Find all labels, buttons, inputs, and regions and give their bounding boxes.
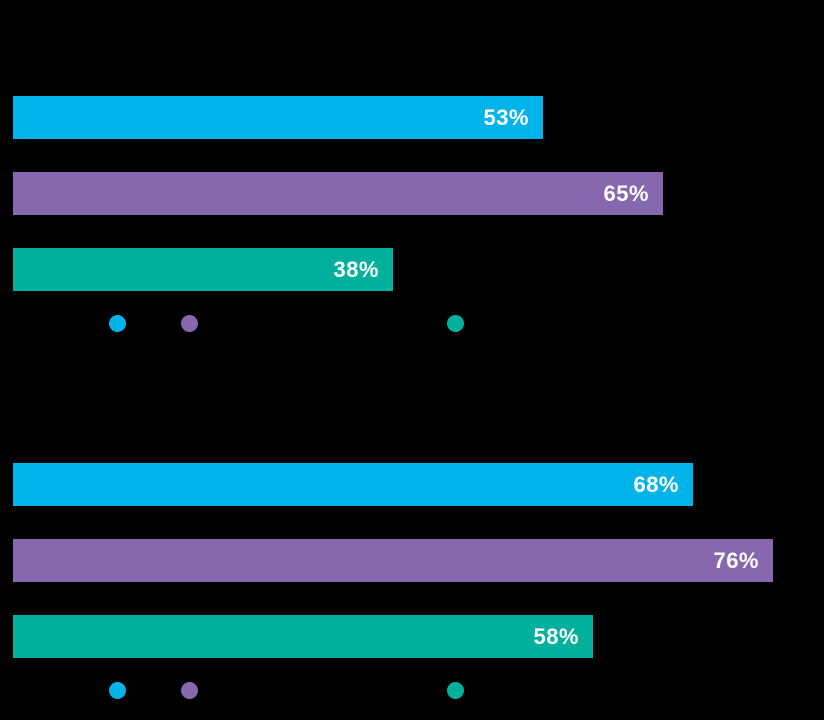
bar-value-label: 68% bbox=[633, 471, 679, 497]
legend-top bbox=[0, 315, 824, 332]
bar-value-label: 53% bbox=[483, 104, 529, 130]
bar-value-label: 38% bbox=[333, 256, 379, 282]
bar-area-bottom: 68% 76% 58% bbox=[13, 463, 773, 691]
bar-row-teal: 38% bbox=[13, 248, 663, 291]
bar-row-cyan: 53% bbox=[13, 96, 663, 139]
legend-dot-teal bbox=[447, 315, 464, 332]
bar-purple: 65% bbox=[13, 172, 663, 215]
bar-area-top: 53% 65% 38% bbox=[13, 96, 663, 324]
bar-cyan: 68% bbox=[13, 463, 693, 506]
legend-dot-purple bbox=[181, 682, 198, 699]
bar-value-label: 76% bbox=[713, 547, 759, 573]
bar-teal: 58% bbox=[13, 615, 593, 658]
bar-row-purple: 76% bbox=[13, 539, 773, 582]
legend-bottom bbox=[0, 682, 824, 699]
bar-cyan: 53% bbox=[13, 96, 543, 139]
bar-row-cyan: 68% bbox=[13, 463, 773, 506]
legend-dot-purple bbox=[181, 315, 198, 332]
bar-row-teal: 58% bbox=[13, 615, 773, 658]
legend-dot-teal bbox=[447, 682, 464, 699]
bar-teal: 38% bbox=[13, 248, 393, 291]
legend-dot-cyan bbox=[109, 315, 126, 332]
bar-value-label: 65% bbox=[603, 180, 649, 206]
bar-value-label: 58% bbox=[533, 623, 579, 649]
bar-row-purple: 65% bbox=[13, 172, 663, 215]
bar-purple: 76% bbox=[13, 539, 773, 582]
legend-dot-cyan bbox=[109, 682, 126, 699]
